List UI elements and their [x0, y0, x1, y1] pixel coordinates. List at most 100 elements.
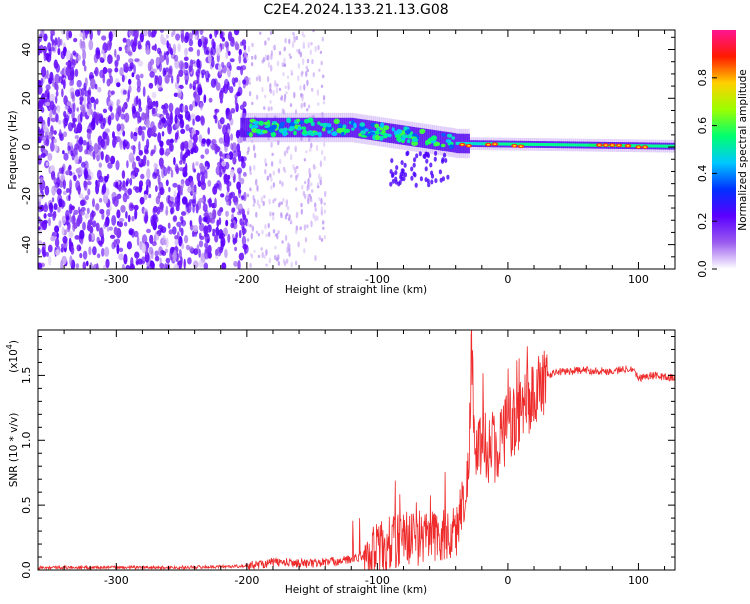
spectrogram-noise-mark	[154, 250, 159, 257]
spectrogram-noise-mark	[212, 232, 216, 237]
spectrogram-ridge-line	[544, 143, 547, 147]
spectrogram-ridge-mark	[299, 120, 304, 125]
spectrogram-noise-mark	[173, 249, 177, 257]
spectrogram-ridge-line	[558, 143, 561, 147]
spectrogram-noise-mark	[125, 38, 131, 48]
spectrogram-x-tick-label: 0	[504, 273, 511, 286]
spectrogram-noise-mark	[314, 45, 317, 53]
spectrogram-noise-mark	[166, 40, 169, 49]
spectrogram-noise-mark	[228, 192, 233, 200]
spectrogram-ridge-line	[518, 142, 521, 146]
spectrogram-noise-mark	[138, 106, 143, 112]
spectrogram-noise-mark	[255, 178, 258, 186]
spectrogram-noise-mark	[237, 137, 242, 144]
spectrogram-noise-mark	[284, 234, 288, 242]
spectrogram-noise-mark	[42, 136, 47, 142]
spectrogram-ridge-mark	[351, 127, 355, 131]
spectrogram-noise-mark	[174, 132, 179, 141]
spectrogram-noise-mark	[272, 199, 275, 204]
spectrogram-noise-mark	[162, 235, 166, 245]
spectrogram-noise-mark	[272, 229, 276, 234]
spectrogram-noise-mark	[210, 217, 216, 224]
spectrogram-ridge-mark	[411, 137, 419, 143]
spectrogram-ridge-mark	[333, 118, 340, 125]
spectrogram-noise-mark	[195, 161, 199, 167]
spectrogram-noise-mark	[235, 232, 239, 239]
spectrogram-noise-mark	[242, 136, 247, 142]
spectrogram-noise-mark	[140, 73, 144, 79]
spectrogram-noise-mark	[62, 150, 65, 155]
spectrogram-band-core	[246, 117, 249, 138]
spectrogram-noise-mark	[230, 108, 236, 114]
spectrogram-noise-mark	[267, 106, 270, 112]
spectrogram-noise-mark	[113, 181, 117, 188]
spectrogram-noise-mark	[156, 47, 162, 54]
spectrogram-tail-mark	[406, 150, 410, 156]
spectrogram-noise-mark	[314, 165, 317, 170]
spectrogram-noise-mark	[78, 144, 83, 153]
spectrogram-noise-mark	[90, 78, 96, 90]
colorbar-gradient	[712, 30, 736, 269]
spectrogram-noise-mark	[178, 69, 184, 78]
colorbar-label: Normalized spectral amplitude	[737, 69, 749, 230]
spectrogram-noise-mark	[266, 76, 270, 83]
spectrogram-ridge-line	[475, 142, 478, 146]
spectrogram-noise-mark	[307, 193, 310, 199]
spectrogram-noise-mark	[299, 226, 302, 231]
spectrogram-band-core	[389, 123, 392, 143]
spectrogram-noise-mark	[278, 87, 282, 92]
spectrogram-noise-mark	[249, 171, 252, 175]
spectrogram-band-core	[422, 128, 425, 148]
spectrogram-noise-mark	[43, 213, 47, 219]
spectrogram-noise-mark	[72, 102, 76, 113]
spectrogram-noise-mark	[99, 242, 103, 247]
spectrogram-noise-mark	[253, 152, 257, 159]
spectrogram-noise-mark	[45, 161, 49, 167]
spectrogram-noise-mark	[308, 167, 311, 175]
spectrogram-noise-mark	[149, 261, 155, 269]
spectrogram-tail-mark	[434, 150, 438, 156]
spectrogram-noise-mark	[265, 263, 268, 267]
spectrogram-noise-mark	[58, 220, 62, 228]
spectrogram-ridge-line	[467, 142, 470, 146]
spectrogram-band-core	[283, 117, 286, 138]
spectrogram-noise-mark	[319, 179, 322, 186]
spectrogram-noise-mark	[192, 204, 195, 213]
spectrogram-noise-mark	[65, 50, 71, 61]
spectrogram-noise-mark	[122, 139, 129, 147]
spectrogram-noise-mark	[238, 79, 241, 88]
spectrogram-noise-mark	[248, 81, 251, 85]
spectrogram-noise-mark	[130, 39, 134, 48]
spectrogram-noise-mark	[165, 179, 169, 187]
spectrogram-noise-mark	[62, 179, 66, 190]
spectrogram-noise-mark	[278, 203, 281, 208]
spectrogram-noise-mark	[113, 196, 119, 207]
spectrogram-ridge-line	[530, 142, 533, 146]
spectrogram-noise-mark	[319, 160, 323, 168]
spectrogram-noise-mark	[174, 239, 179, 246]
spectrogram-tail-mark	[413, 157, 417, 163]
spectrogram-noise-mark	[172, 226, 177, 235]
spectrogram-noise-mark	[232, 196, 238, 203]
spectrogram-noise-mark	[150, 218, 155, 227]
spectrogram-noise-mark	[310, 142, 313, 149]
spectrogram-noise-mark	[294, 145, 297, 153]
spectrogram-noise-mark	[40, 152, 46, 158]
spectrogram-tail-mark	[394, 179, 398, 185]
spectrogram-noise-mark	[214, 183, 220, 189]
spectrogram-ridge-line	[672, 144, 675, 148]
spectrogram-noise-mark	[108, 31, 113, 42]
spectrogram-band-core	[346, 117, 349, 138]
spectrogram-noise-mark	[269, 211, 272, 217]
spectrogram-noise-mark	[322, 226, 325, 230]
spectrogram-noise-mark	[303, 84, 306, 91]
spectrogram-tail-mark	[389, 169, 393, 175]
spectrogram-band-core	[350, 117, 353, 138]
spectrogram-ridge-mark	[441, 133, 446, 137]
spectrogram-noise-mark	[40, 176, 44, 183]
spectrogram-noise-mark	[251, 42, 254, 48]
spectrogram-band-core	[348, 117, 351, 138]
spectrogram-tail-mark	[424, 151, 428, 157]
spectrogram-noise-mark	[137, 258, 143, 265]
spectrogram-noise-mark	[165, 237, 169, 248]
